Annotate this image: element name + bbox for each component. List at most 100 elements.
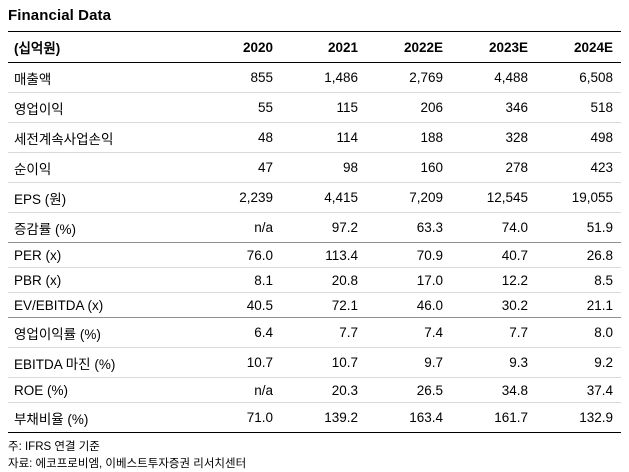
cell-value: 26.5 [366,377,451,403]
column-header: 2022E [366,31,451,63]
cell-value: 1,486 [281,62,366,93]
table-row: EV/EBITDA (x) 40.5 72.1 46.0 30.2 21.1 [8,292,621,318]
row-label: PBR (x) [8,267,196,293]
cell-value: 12,545 [451,182,536,213]
cell-value: 34.8 [451,377,536,403]
row-label: PER (x) [8,242,196,268]
cell-value: 7.7 [451,317,536,348]
cell-value: 12.2 [451,267,536,293]
footnote-source: 자료: 에코프로비엠, 이베스트투자증권 리서치센터 [8,457,247,470]
cell-value: 9.2 [536,347,621,378]
cell-value: 26.8 [536,242,621,268]
cell-value: 346 [451,92,536,123]
cell-value: 206 [366,92,451,123]
cell-value: 113.4 [281,242,366,268]
table-body: 매출액 855 1,486 2,769 4,488 6,508 영업이익 55 115 206 34… [8,62,621,433]
cell-value: 72.1 [281,292,366,318]
cell-value: 10.7 [281,347,366,378]
cell-value: 7.7 [281,317,366,348]
column-header: 2020 [196,31,281,63]
table-row: PBR (x) 8.1 20.8 17.0 12.2 8.5 [8,267,621,293]
cell-value: 9.7 [366,347,451,378]
cell-value: 10.7 [196,347,281,378]
table-row: PER (x) 76.0 113.4 70.9 40.7 26.8 [8,242,621,268]
cell-value: 20.8 [281,267,366,293]
cell-value: 2,239 [196,182,281,213]
cell-value: 498 [536,122,621,153]
cell-value: 328 [451,122,536,153]
cell-value: 2,769 [366,62,451,93]
cell-value: 7.4 [366,317,451,348]
cell-value: 48 [196,122,281,153]
table-row: 순이익 47 98 160 278 423 [8,152,621,183]
cell-value: 70.9 [366,242,451,268]
row-label: EV/EBITDA (x) [8,292,196,318]
column-header: 2023E [451,31,536,63]
row-label: 순이익 [8,152,196,183]
table-header-row: (십억원) 2020 2021 2022E 2023E 2024E [8,31,621,63]
column-header: 2021 [281,31,366,63]
table-row: 증감률 (%) n/a 97.2 63.3 74.0 51.9 [8,212,621,243]
row-label: 영업이익 [8,92,196,123]
cell-value: 160 [366,152,451,183]
row-label: EBITDA 마진 (%) [8,347,196,378]
cell-value: 20.3 [281,377,366,403]
cell-value: 8.1 [196,267,281,293]
cell-value: 37.4 [536,377,621,403]
cell-value: 9.3 [451,347,536,378]
row-label: 매출액 [8,62,196,93]
cell-value: 63.3 [366,212,451,243]
cell-value: 17.0 [366,267,451,293]
cell-value: 188 [366,122,451,153]
cell-value: 40.5 [196,292,281,318]
cell-value: 518 [536,92,621,123]
footnotes: 주: IFRS 연결 기준 자료: 에코프로비엠, 이베스트투자증권 리서치센터 [8,439,621,472]
cell-value: 97.2 [281,212,366,243]
cell-value: n/a [196,212,281,243]
cell-value: 19,055 [536,182,621,213]
cell-value: 74.0 [451,212,536,243]
table-row: 영업이익 55 115 206 346 518 [8,92,621,123]
cell-value: 21.1 [536,292,621,318]
cell-value: n/a [196,377,281,403]
cell-value: 115 [281,92,366,123]
row-label: ROE (%) [8,377,196,403]
table-row: ROE (%) n/a 20.3 26.5 34.8 37.4 [8,377,621,403]
cell-value: 55 [196,92,281,123]
cell-value: 51.9 [536,212,621,243]
cell-value: 132.9 [536,402,621,433]
cell-value: 8.0 [536,317,621,348]
cell-value: 40.7 [451,242,536,268]
footnote-standard: 주: IFRS 연결 기준 [8,441,100,453]
cell-value: 4,415 [281,182,366,213]
row-label: 증감률 (%) [8,212,196,243]
table-row: 매출액 855 1,486 2,769 4,488 6,508 [8,62,621,93]
cell-value: 7,209 [366,182,451,213]
cell-value: 163.4 [366,402,451,433]
cell-value: 98 [281,152,366,183]
cell-value: 30.2 [451,292,536,318]
cell-value: 855 [196,62,281,93]
cell-value: 114 [281,122,366,153]
cell-value: 4,488 [451,62,536,93]
cell-value: 161.7 [451,402,536,433]
row-label: 부채비율 (%) [8,402,196,433]
unit-header: (십억원) [8,31,196,63]
row-label: EPS (원) [8,182,196,213]
table-row: 세전계속사업손익 48 114 188 328 498 [8,122,621,153]
table-row: 영업이익률 (%) 6.4 7.7 7.4 7.7 8.0 [8,317,621,348]
table-row: EPS (원) 2,239 4,415 7,209 12,545 19,055 [8,182,621,213]
row-label: 영업이익률 (%) [8,317,196,348]
cell-value: 139.2 [281,402,366,433]
cell-value: 6,508 [536,62,621,93]
row-label: 세전계속사업손익 [8,122,196,153]
financial-data-table: (십억원) 2020 2021 2022E 2023E 2024E 매출액 855 1,48… [8,31,621,433]
cell-value: 76.0 [196,242,281,268]
table-row: 부채비율 (%) 71.0 139.2 163.4 161.7 132.9 [8,402,621,433]
cell-value: 47 [196,152,281,183]
cell-value: 6.4 [196,317,281,348]
cell-value: 8.5 [536,267,621,293]
column-header: 2024E [536,31,621,63]
cell-value: 46.0 [366,292,451,318]
